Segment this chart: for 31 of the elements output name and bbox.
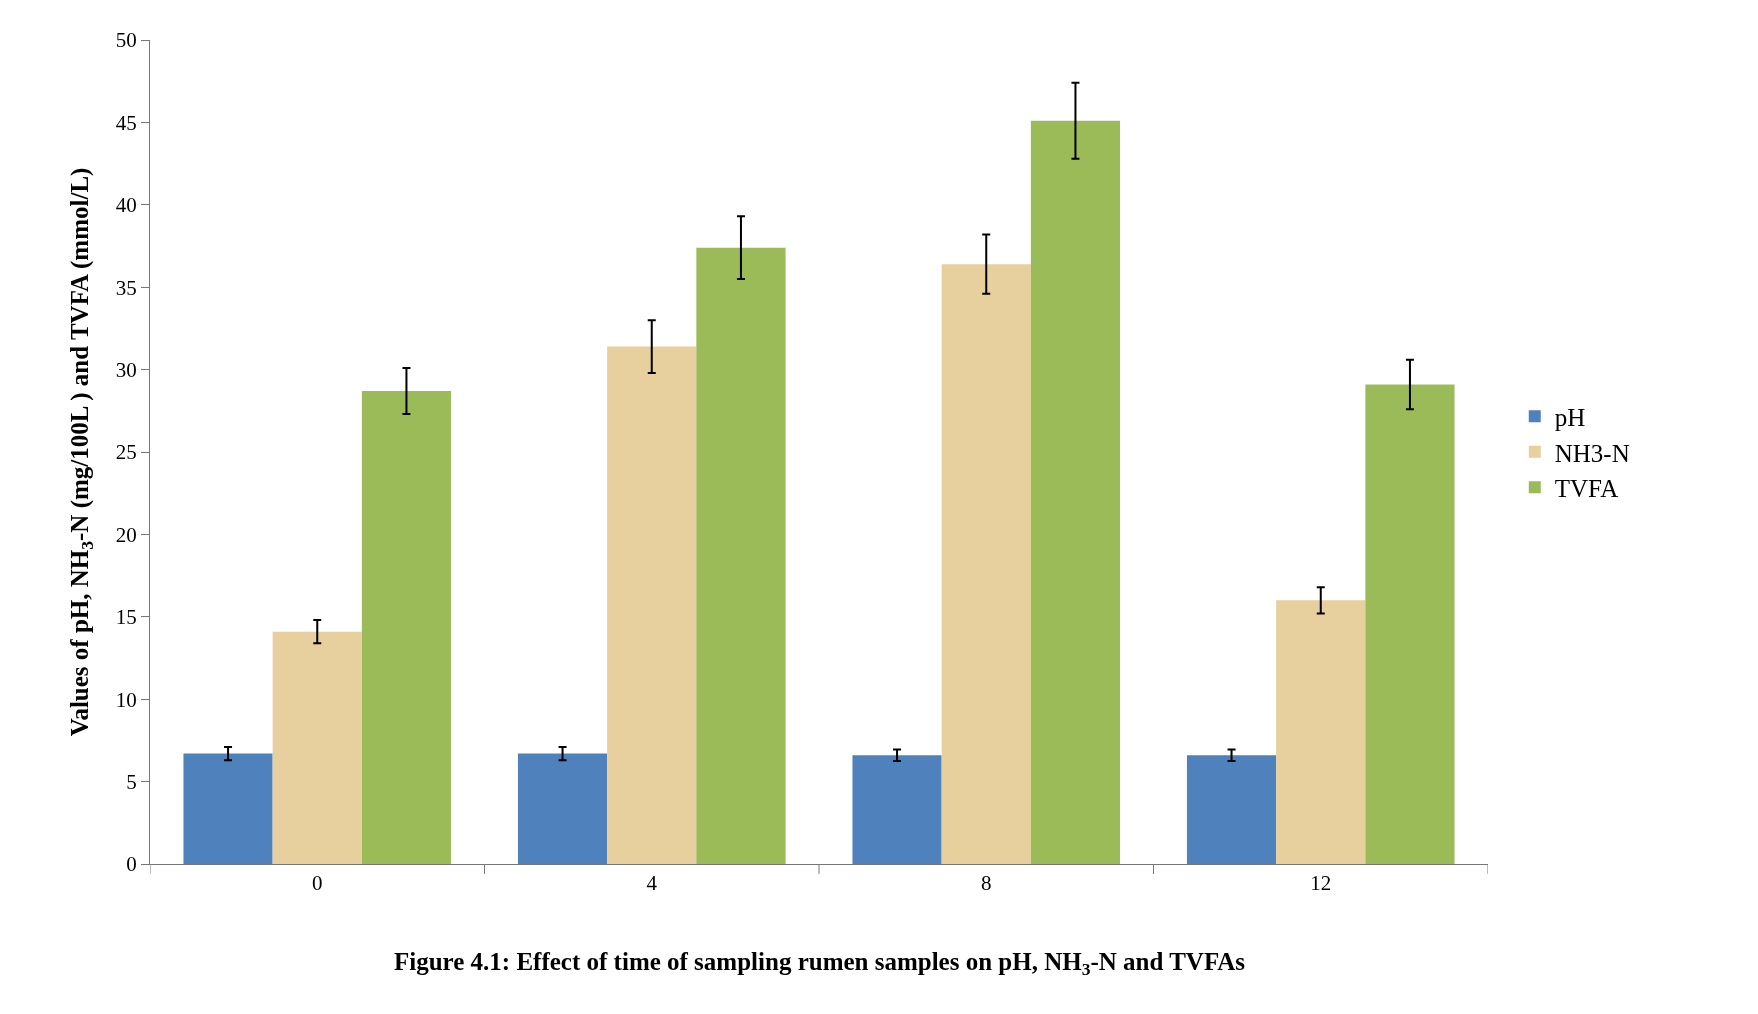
y-tick-label: 50 [115,28,137,53]
y-tick-label: 20 [115,522,137,547]
y-tick-label: 10 [115,687,137,712]
bar [183,753,273,864]
x-tick-label: 12 [1310,871,1332,896]
y-tick-label: 40 [115,193,137,218]
x-tick-label: 0 [312,871,323,896]
y-tick-label: 5 [126,769,137,794]
legend-label: TVFA [1554,475,1619,502]
y-tick-label: 35 [115,275,137,300]
bar [1365,384,1455,864]
caption: Figure 4.1: Effect of time of sampling rumen samples on pH, NH$_{3}$-N and TVFAs [394,948,1246,980]
bar [1276,600,1366,864]
bar [1030,120,1121,864]
y-tick-label: 30 [115,357,137,382]
legend-label: NH3-N [1554,439,1630,467]
bar [361,391,452,864]
bar [607,346,697,864]
y-tick-label: 25 [115,440,137,465]
bar [1186,755,1277,864]
y-tick-label: 15 [115,605,137,630]
legend-label: pH [1554,404,1586,431]
bar [941,264,1031,864]
x-tick-label: 8 [981,871,992,896]
x-tick-label: 4 [646,871,658,896]
bar [696,247,786,864]
y-tick-label: 0 [126,852,137,877]
bar [852,755,942,864]
y-tick-label: 45 [115,110,137,135]
bar [272,631,362,864]
bar [517,753,608,864]
